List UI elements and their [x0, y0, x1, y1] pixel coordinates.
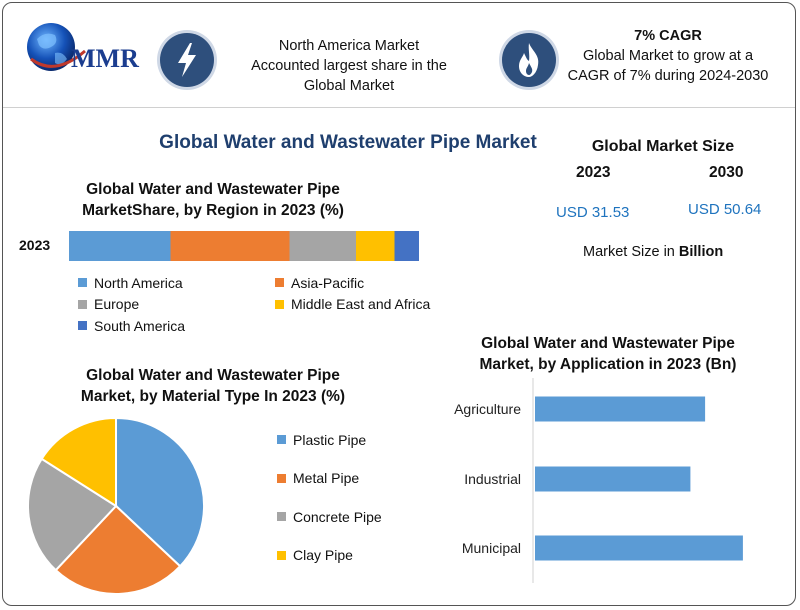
legend-swatch	[277, 435, 286, 444]
info1-line1: North America Market	[278, 38, 420, 54]
lightning-icon	[178, 43, 196, 77]
pie-slice-clay-pipe	[40, 416, 117, 508]
region-bar-segment-south-america	[394, 231, 419, 261]
material-legend-item-concrete-pipe: Concrete Pipe	[277, 506, 382, 527]
flame-icon	[519, 43, 539, 77]
legend-label: South America	[94, 317, 186, 334]
application-bar-municipal	[535, 535, 743, 561]
note-prefix: Market Size in	[583, 244, 679, 260]
material-legend-item-metal-pipe: Metal Pipe	[277, 468, 359, 489]
flame-badge	[502, 33, 556, 87]
application-bar-agriculture	[535, 396, 706, 422]
legend-swatch	[275, 278, 284, 287]
cagr-title: 7% CAGR	[634, 28, 702, 44]
legend-swatch	[275, 299, 284, 309]
legend-swatch	[78, 299, 87, 309]
info1-line2: Accounted largest share in the	[251, 58, 447, 74]
market-size-title: Global Market Size	[591, 138, 735, 155]
application-bar-chart: Agriculture Industrial Municipal	[454, 378, 743, 583]
material-legend: Plastic Pipe Metal Pipe Concrete Pipe Clay …	[277, 429, 417, 579]
legend-label: Middle East and Africa	[291, 296, 431, 312]
legend-swatch	[78, 278, 87, 287]
legend-label: North America	[94, 274, 183, 291]
legend-swatch	[277, 473, 286, 483]
region-legend-item-north-america: North America	[78, 272, 183, 293]
region-title-line2: MarketShare, by Region in 2023 (%)	[82, 202, 344, 219]
main-title: Global Water and Wastewater Pipe Market	[159, 132, 537, 153]
region-bar-year-label: 2023	[19, 237, 51, 253]
svg-text:MMR: MMR	[71, 44, 139, 73]
material-legend-item-plastic-pipe: Plastic Pipe	[277, 429, 366, 450]
legend-label: Asia-Pacific	[291, 274, 365, 291]
year-2030: 2030	[709, 164, 744, 181]
pie-slice-plastic-pipe	[115, 416, 205, 568]
application-title-line2: Market, by Application in 2023 (Bn)	[479, 356, 737, 373]
region-legend-item-south-america: South America	[78, 315, 185, 336]
legend-label: Concrete Pipe	[293, 508, 382, 525]
value-2023: USD 31.53	[556, 204, 630, 221]
market-size-note: Market Size in Billion	[583, 244, 723, 260]
pie-slice-metal-pipe	[54, 504, 182, 595]
region-legend-item-asia-pacific: Asia-Pacific	[275, 272, 364, 293]
legend-swatch	[78, 321, 87, 330]
region-bar-segment-asia-pacific	[170, 231, 290, 261]
application-chart-title: Global Water and Wastewater Pipe Market,…	[443, 333, 773, 375]
material-legend-item-clay-pipe: Clay Pipe	[277, 545, 353, 566]
legend-label: Clay Pipe	[293, 547, 353, 563]
application-label-municipal: Municipal	[462, 540, 521, 556]
application-title-line1: Global Water and Wastewater Pipe	[481, 335, 735, 352]
legend-label: Metal Pipe	[293, 470, 360, 486]
pie-slice-concrete-pipe	[27, 457, 118, 572]
material-title-line2: Market, by Material Type In 2023 (%)	[80, 388, 346, 405]
region-legend: North America Asia-Pacific Europe Middle Ea…	[78, 272, 478, 338]
note-unit: Billion	[678, 244, 724, 260]
legend-label: Europe	[94, 296, 140, 312]
legend-swatch	[277, 512, 286, 521]
region-stacked-bar	[69, 231, 419, 261]
cagr-line2: CAGR of 7% during 2024-2030	[567, 68, 769, 84]
region-legend-item-europe: Europe	[78, 294, 139, 315]
region-bar-segment-europe	[289, 231, 356, 261]
material-chart-title: Global Water and Wastewater Pipe Market,…	[43, 365, 383, 407]
application-label-industrial: Industrial	[464, 471, 521, 487]
application-label-agriculture: Agriculture	[454, 401, 521, 417]
cagr-line1: Global Market to grow at a	[582, 48, 754, 64]
region-bar-segment-north-america	[69, 231, 171, 261]
legend-label: Plastic Pipe	[293, 431, 367, 448]
mmr-logo: MMR	[27, 23, 139, 73]
legend-swatch	[277, 550, 286, 560]
info1-line3: Global Market	[303, 78, 395, 94]
application-bar-industrial	[535, 466, 691, 492]
header-divider	[3, 107, 795, 108]
region-chart-title: Global Water and Wastewater Pipe MarketS…	[43, 179, 383, 221]
lightning-badge	[160, 33, 214, 87]
north-america-info: North America Market Accounted largest s…	[229, 36, 469, 96]
region-title-line1: Global Water and Wastewater Pipe	[86, 181, 340, 198]
region-bar-segment-middle-east-and-africa	[356, 231, 395, 261]
cagr-info: 7% CAGR Global Market to grow at a CAGR …	[563, 26, 773, 86]
year-2023: 2023	[576, 164, 611, 181]
material-title-line1: Global Water and Wastewater Pipe	[86, 367, 340, 384]
material-pie-chart	[27, 416, 205, 595]
value-2030: USD 50.64	[688, 201, 762, 218]
region-legend-item-middle-east-and-africa: Middle East and Africa	[275, 294, 430, 315]
